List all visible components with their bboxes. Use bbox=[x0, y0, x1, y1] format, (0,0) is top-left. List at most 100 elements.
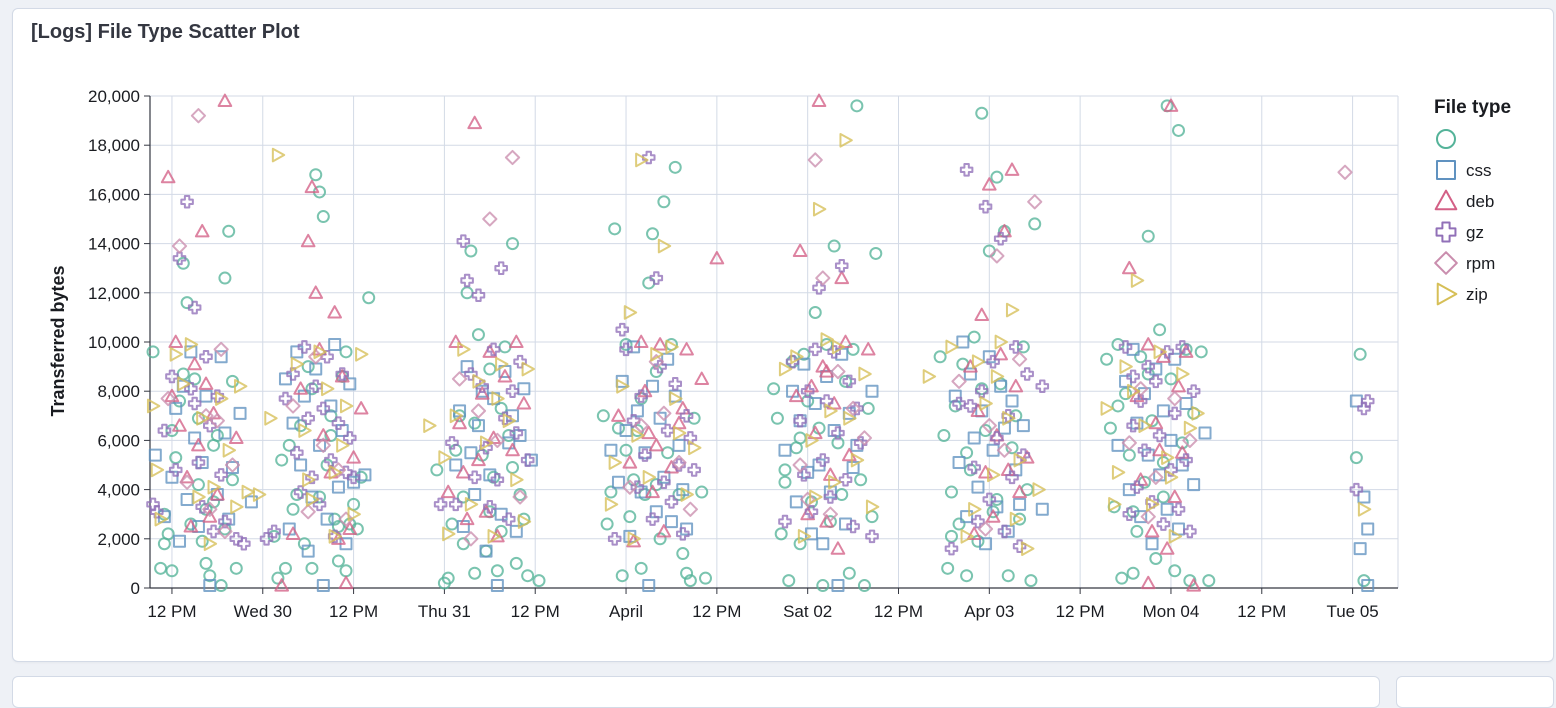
data-point-circle bbox=[941, 561, 955, 575]
data-point-triangle-right bbox=[805, 433, 819, 448]
data-point-triangle-right bbox=[305, 492, 320, 507]
data-point-circle bbox=[827, 239, 841, 253]
data-point-cross bbox=[793, 413, 807, 428]
data-point-diamond bbox=[682, 501, 698, 517]
data-point-triangle-up bbox=[338, 575, 354, 590]
data-point-triangle-up bbox=[304, 179, 320, 194]
data-point-triangle-up bbox=[191, 437, 206, 452]
data-point-diamond bbox=[1337, 164, 1353, 180]
data-point-circle bbox=[1168, 564, 1182, 578]
data-point-cross bbox=[513, 354, 527, 369]
data-point-cross bbox=[634, 389, 648, 403]
data-point-triangle-right bbox=[502, 413, 517, 429]
data-point-diamond bbox=[856, 430, 873, 446]
data-point-square bbox=[823, 485, 837, 499]
data-point-triangle-right bbox=[177, 376, 191, 392]
y-tick-label: 16,000 bbox=[88, 185, 140, 204]
data-point-circle bbox=[816, 579, 830, 593]
legend[interactable]: File type css deb gz rpm zip bbox=[1434, 97, 1511, 306]
data-point-circle bbox=[619, 443, 633, 457]
data-point-diamond bbox=[209, 413, 225, 429]
data-point-triangle-up bbox=[830, 541, 846, 555]
y-tick-label: 6,000 bbox=[97, 431, 140, 450]
data-point-circle bbox=[1028, 217, 1042, 231]
data-point-circle bbox=[952, 517, 966, 531]
data-point-square bbox=[214, 350, 228, 364]
y-tick-label: 12,000 bbox=[88, 284, 140, 303]
legend-item-gz[interactable]: gz bbox=[1435, 221, 1484, 243]
y-tick-label: 4,000 bbox=[97, 481, 140, 500]
data-point-circle bbox=[229, 561, 243, 575]
legend-item-deb[interactable]: deb bbox=[1434, 189, 1495, 211]
data-point-triangle-up bbox=[183, 519, 199, 533]
data-point-triangle-up bbox=[652, 337, 668, 351]
data-point-circle bbox=[1005, 441, 1019, 455]
data-point-triangle-up bbox=[1163, 98, 1179, 112]
data-point-cross bbox=[1126, 418, 1140, 433]
data-point-triangle-up bbox=[622, 455, 638, 469]
y-tick-label: 2,000 bbox=[97, 530, 140, 549]
legend-marker-triangle-right bbox=[1436, 282, 1458, 306]
data-point-triangle-right bbox=[960, 529, 974, 544]
data-point-circle bbox=[774, 527, 788, 541]
data-point-cross bbox=[668, 377, 683, 391]
data-point-triangle-up bbox=[300, 233, 316, 248]
data-point-circle bbox=[1149, 551, 1163, 565]
data-point-cross bbox=[619, 342, 633, 357]
data-point-diamond bbox=[656, 405, 672, 421]
data-point-circle bbox=[1156, 456, 1170, 470]
data-point-triangle-up bbox=[860, 342, 876, 356]
data-point-circle bbox=[350, 522, 364, 536]
data-point-triangle-up bbox=[1186, 578, 1201, 592]
legend-item-zip[interactable]: zip bbox=[1436, 282, 1488, 306]
data-point-cross bbox=[157, 423, 172, 438]
legend-item-rpm[interactable]: rpm bbox=[1434, 251, 1495, 275]
data-point-triangle-up bbox=[1012, 484, 1027, 499]
data-point-cross bbox=[203, 418, 217, 433]
data-point-circle bbox=[1141, 229, 1155, 243]
data-point-triangle-right bbox=[1176, 366, 1190, 382]
data-point-square bbox=[490, 579, 504, 593]
data-point-cross bbox=[676, 527, 690, 541]
data-point-triangle-right bbox=[464, 497, 479, 512]
data-point-triangle-up bbox=[694, 371, 710, 385]
data-point-triangle-right bbox=[154, 511, 168, 527]
data-point-square bbox=[676, 483, 690, 497]
data-point-circle bbox=[634, 561, 648, 575]
data-point-cross bbox=[1020, 367, 1034, 381]
data-point-cross bbox=[1186, 384, 1201, 398]
data-point-triangle-up bbox=[440, 484, 456, 499]
data-point-square bbox=[778, 443, 792, 457]
x-tick-label: Apr 03 bbox=[964, 602, 1014, 621]
data-point-cross bbox=[464, 367, 478, 381]
data-point-triangle-right bbox=[1108, 497, 1122, 512]
series-rpm bbox=[160, 108, 1353, 547]
data-point-circle bbox=[680, 566, 694, 580]
data-point-cross bbox=[838, 472, 853, 487]
data-point-circle bbox=[218, 271, 232, 285]
data-point-triangle-right bbox=[642, 469, 657, 485]
data-point-circle bbox=[506, 460, 520, 474]
data-point-cross bbox=[1179, 453, 1193, 467]
data-point-cross bbox=[831, 426, 845, 440]
data-point-circle bbox=[608, 222, 622, 236]
legend-item-unnamed[interactable] bbox=[1436, 129, 1456, 149]
data-point-diamond bbox=[1182, 432, 1198, 448]
data-point-triangle-right bbox=[328, 529, 342, 544]
data-point-circle bbox=[699, 571, 713, 585]
data-point-square bbox=[218, 426, 232, 440]
data-point-square bbox=[278, 372, 292, 386]
x-tick-label: 12 PM bbox=[692, 602, 741, 621]
chart-axes: 0 2,000 4,000 6,000 8,000 10,000 12,000 14,000 1… bbox=[88, 87, 1398, 621]
data-point-cross bbox=[797, 468, 811, 482]
data-point-square bbox=[793, 414, 807, 428]
data-point-circle bbox=[1013, 512, 1027, 526]
data-point-square bbox=[335, 424, 349, 438]
data-point-circle bbox=[490, 564, 504, 578]
data-point-cross bbox=[952, 396, 966, 411]
data-point-triangle-right bbox=[623, 305, 638, 320]
data-point-diamond bbox=[463, 531, 479, 547]
data-point-triangle-right bbox=[1119, 359, 1133, 374]
data-point-square bbox=[661, 352, 675, 366]
legend-item-css[interactable]: css bbox=[1436, 160, 1492, 180]
